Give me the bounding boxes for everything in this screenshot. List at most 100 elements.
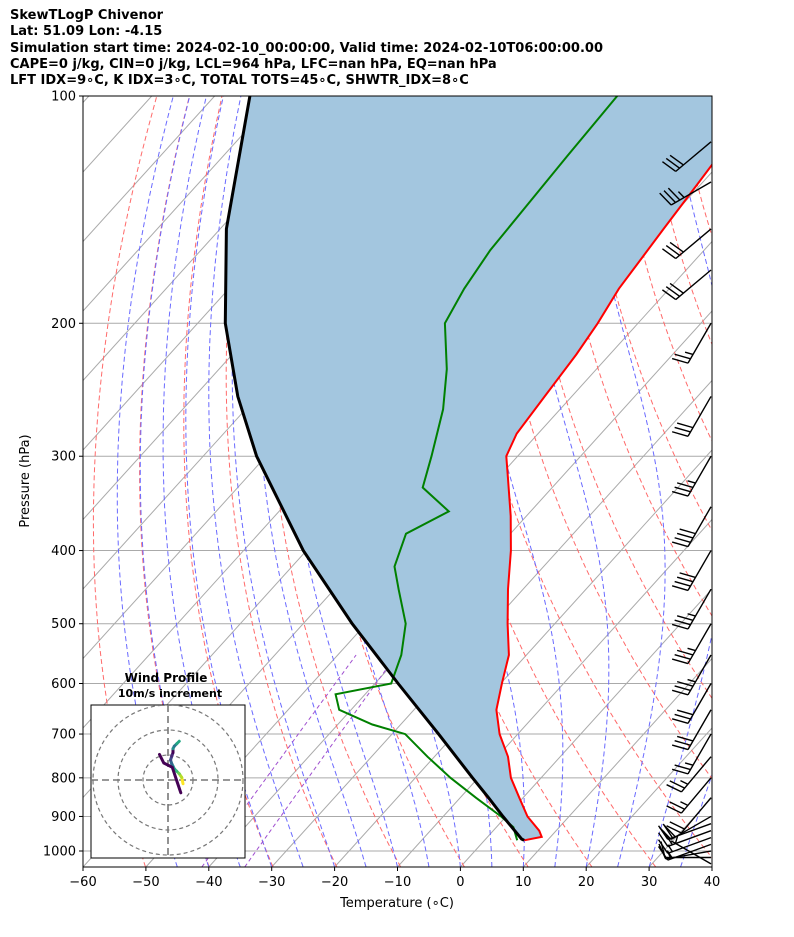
barb-shaft xyxy=(667,836,712,855)
wind-barb xyxy=(671,623,712,665)
inset-content xyxy=(91,705,245,858)
y-tick-label: 700 xyxy=(51,728,76,743)
barb-shaft xyxy=(687,623,712,664)
barb-half-flag xyxy=(677,191,685,199)
barb-shaft xyxy=(687,322,712,364)
wind-barb xyxy=(671,322,712,364)
moist-adiabat-line xyxy=(744,96,794,867)
barb-flag xyxy=(669,780,685,789)
barb-half-flag xyxy=(674,835,679,844)
wind-barb xyxy=(671,455,712,497)
moist-adiabat-line xyxy=(231,96,336,867)
y-tick-label: 1000 xyxy=(43,845,76,860)
barb-flag xyxy=(676,482,694,489)
wind-barb xyxy=(666,756,712,793)
inset-subtitle: 10m/s increment xyxy=(118,687,222,700)
y-axis-label: Pressure (hPa) xyxy=(18,434,33,527)
station-coordinates: Lat: 51.09 Lon: -4.15 xyxy=(10,24,163,40)
stability-indices-2: LFT IDX=9∘C, K IDX=3∘C, TOTAL TOTS=45∘C,… xyxy=(10,73,469,89)
x-tick-label: −30 xyxy=(258,875,285,890)
wind-barbs xyxy=(657,141,712,865)
y-tick-label: 400 xyxy=(51,544,76,559)
wind-barb xyxy=(659,181,712,206)
moist-adiabat-line xyxy=(680,773,712,867)
barb-flag xyxy=(666,784,682,793)
wind-barb xyxy=(662,141,712,172)
barb-flag xyxy=(674,426,691,433)
barb-flag xyxy=(657,839,669,854)
wind-barb xyxy=(671,733,712,775)
barb-shaft xyxy=(670,815,712,841)
wind-barb xyxy=(666,777,712,814)
station-title: SkewTLogP Chivenor xyxy=(10,8,164,23)
x-tick-label: −50 xyxy=(132,875,159,890)
barb-flag xyxy=(666,805,682,814)
barb-flag xyxy=(674,580,691,587)
barb-flag xyxy=(674,486,691,493)
isotherm-line xyxy=(397,518,712,867)
wind-barb xyxy=(671,550,712,592)
wind-barb xyxy=(671,396,712,437)
parcel-path xyxy=(223,96,525,842)
dry-adiabat-line xyxy=(92,96,158,867)
barb-flag xyxy=(666,825,682,834)
barb-shaft xyxy=(687,588,712,630)
x-tick-label: 40 xyxy=(704,875,721,890)
barb-shaft xyxy=(670,181,712,206)
x-tick-label: 30 xyxy=(641,875,658,890)
x-tick-label: 20 xyxy=(578,875,595,890)
dry-adiabat-line xyxy=(710,96,712,105)
barb-flag xyxy=(669,821,685,830)
hodograph-ring xyxy=(92,705,244,856)
barb-flag xyxy=(676,735,694,742)
barb-flag xyxy=(665,245,681,256)
barb-shaft xyxy=(675,228,712,260)
barb-flag xyxy=(679,528,696,535)
x-tick-label: −40 xyxy=(195,875,222,890)
y-tick-label: 500 xyxy=(51,617,76,632)
parcel-shading xyxy=(225,96,712,841)
wind-barb xyxy=(666,797,712,834)
wind-barb xyxy=(671,654,712,696)
barb-flag xyxy=(669,154,684,166)
moist-adiabat-line xyxy=(510,96,610,867)
moist-adiabat-line xyxy=(648,96,712,867)
inset-title: Wind Profile xyxy=(125,671,208,685)
barb-shaft xyxy=(680,777,712,814)
mixing-ratio-line xyxy=(201,654,357,867)
barb-flag xyxy=(669,801,685,810)
wind-barb xyxy=(662,228,712,260)
dry-adiabat-line xyxy=(183,96,274,867)
moist-adiabat-line xyxy=(578,96,666,867)
barb-flag xyxy=(662,161,677,172)
dry-adiabat-line xyxy=(612,96,712,443)
dry-adiabat-line xyxy=(776,96,794,867)
hodograph-segment xyxy=(175,739,181,746)
barb-flag xyxy=(665,157,681,169)
barb-flag xyxy=(676,680,694,687)
isotherm-line xyxy=(208,310,712,867)
barb-flag xyxy=(662,289,677,301)
barb-shaft xyxy=(680,756,712,793)
y-tick-label: 300 xyxy=(51,450,76,465)
barb-half-flag xyxy=(684,762,694,766)
barb-flag xyxy=(674,740,691,746)
barb-shaft xyxy=(687,506,712,547)
barb-flag xyxy=(659,192,672,206)
stability-indices-1: CAPE=0 j/kg, CIN=0 j/kg, LCL=964 hPa, LF… xyxy=(10,56,497,72)
dry-adiabat-line xyxy=(743,96,794,867)
barb-flag xyxy=(657,846,669,861)
wind-barb xyxy=(671,683,712,725)
barb-flag xyxy=(676,709,694,716)
barb-flag xyxy=(671,431,689,437)
barb-flag xyxy=(676,649,694,656)
moist-adiabat-line xyxy=(208,96,304,867)
moist-adiabat-line xyxy=(711,865,712,867)
simulation-times: Simulation start time: 2024-02-10_00:00:… xyxy=(10,40,603,56)
hodograph-low-segment xyxy=(158,753,183,795)
barb-shaft xyxy=(675,269,712,301)
isotherm-line xyxy=(271,379,712,867)
barb-flag xyxy=(671,541,689,548)
x-tick-label: 0 xyxy=(456,875,464,890)
